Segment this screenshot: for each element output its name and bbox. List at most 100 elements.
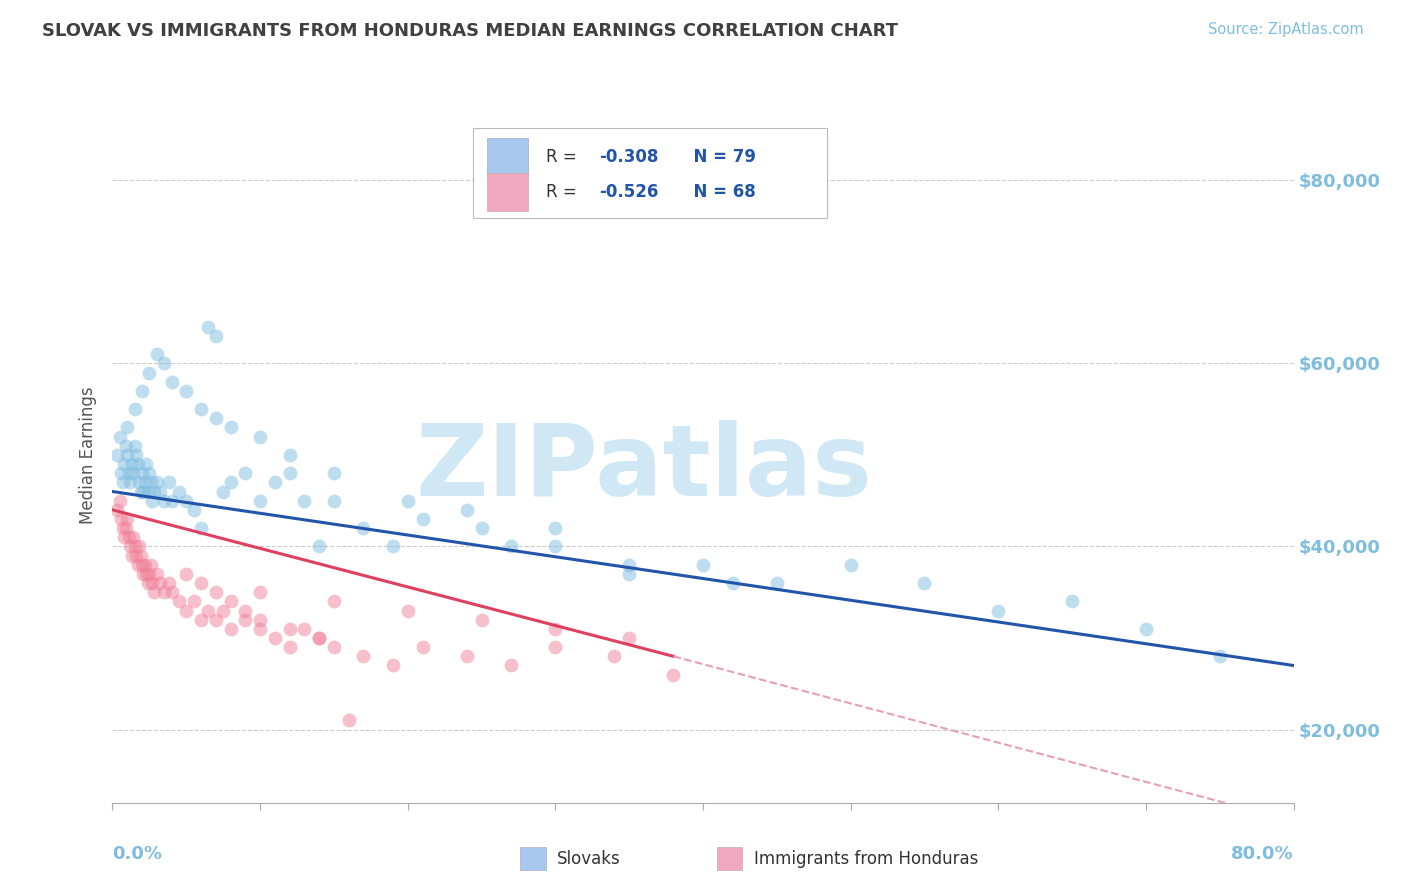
Point <box>219 475 242 490</box>
Point <box>174 566 197 581</box>
Point <box>149 576 172 591</box>
Point <box>914 576 936 591</box>
Text: R =: R = <box>546 183 582 201</box>
Point <box>233 603 256 617</box>
Text: N = 79: N = 79 <box>682 148 756 166</box>
Point <box>190 576 212 591</box>
Point <box>160 493 183 508</box>
Text: R =: R = <box>546 148 582 166</box>
Point <box>212 603 235 617</box>
Point <box>131 467 153 481</box>
Text: -0.308: -0.308 <box>599 148 658 166</box>
Point <box>120 475 142 490</box>
Point <box>124 402 146 417</box>
Point <box>619 558 641 572</box>
Point <box>470 613 494 627</box>
Point <box>124 540 146 554</box>
Point <box>212 484 235 499</box>
Point <box>544 521 567 535</box>
Point <box>197 603 219 617</box>
Point <box>190 402 212 417</box>
Point <box>619 631 641 645</box>
Point <box>157 576 180 591</box>
Point <box>278 622 301 636</box>
Bar <box>486 173 529 211</box>
Point <box>146 566 169 581</box>
Point <box>1135 622 1157 636</box>
Point <box>167 594 190 608</box>
Point <box>141 576 163 591</box>
Point <box>197 319 219 334</box>
Point <box>139 475 162 490</box>
Point <box>112 530 135 544</box>
Point <box>174 384 197 398</box>
Point <box>118 530 141 544</box>
FancyBboxPatch shape <box>472 128 827 219</box>
Point <box>544 540 567 554</box>
Point <box>111 475 134 490</box>
Point <box>142 484 165 499</box>
Point <box>132 484 155 499</box>
Point <box>160 585 183 599</box>
Text: Slovaks: Slovaks <box>557 850 620 868</box>
Point <box>662 667 685 681</box>
Point <box>134 558 156 572</box>
Point <box>153 585 176 599</box>
Point <box>132 566 155 581</box>
Point <box>110 512 132 526</box>
Point <box>127 457 149 471</box>
Bar <box>486 138 529 177</box>
Point <box>138 467 160 481</box>
Point <box>183 594 205 608</box>
Point <box>190 521 212 535</box>
Text: SLOVAK VS IMMIGRANTS FROM HONDURAS MEDIAN EARNINGS CORRELATION CHART: SLOVAK VS IMMIGRANTS FROM HONDURAS MEDIA… <box>42 22 898 40</box>
Point <box>146 475 169 490</box>
Point <box>278 467 301 481</box>
Point <box>108 493 131 508</box>
Point <box>136 576 159 591</box>
Point <box>127 558 149 572</box>
Point <box>352 649 374 664</box>
Point <box>249 622 271 636</box>
Point <box>987 603 1010 617</box>
Point <box>396 603 419 617</box>
Point <box>139 558 162 572</box>
Point <box>128 540 150 554</box>
Point <box>205 613 228 627</box>
Point <box>456 649 478 664</box>
Point <box>167 484 190 499</box>
Point <box>125 549 148 563</box>
Point <box>153 493 176 508</box>
Point <box>153 356 176 370</box>
Point <box>264 475 287 490</box>
Text: Immigrants from Honduras: Immigrants from Honduras <box>754 850 979 868</box>
Point <box>292 622 315 636</box>
Point <box>278 640 301 655</box>
Point <box>149 484 172 499</box>
Point <box>110 467 132 481</box>
Point <box>114 439 136 453</box>
Point <box>112 457 135 471</box>
Point <box>249 429 271 443</box>
Point <box>157 475 180 490</box>
Point <box>219 594 242 608</box>
Point <box>129 549 152 563</box>
Point <box>619 566 641 581</box>
Point <box>308 631 330 645</box>
Point <box>174 603 197 617</box>
Point <box>382 658 405 673</box>
Point <box>205 585 228 599</box>
Text: ZIPatlas: ZIPatlas <box>416 420 872 517</box>
Point <box>105 503 128 517</box>
Point <box>219 622 242 636</box>
Point <box>292 493 315 508</box>
Point <box>412 512 434 526</box>
Point <box>233 467 256 481</box>
Point <box>249 493 271 508</box>
Point <box>470 521 494 535</box>
Point <box>323 493 346 508</box>
Point <box>205 411 228 425</box>
Point <box>125 448 148 462</box>
Point <box>396 493 419 508</box>
Text: N = 68: N = 68 <box>682 183 755 201</box>
